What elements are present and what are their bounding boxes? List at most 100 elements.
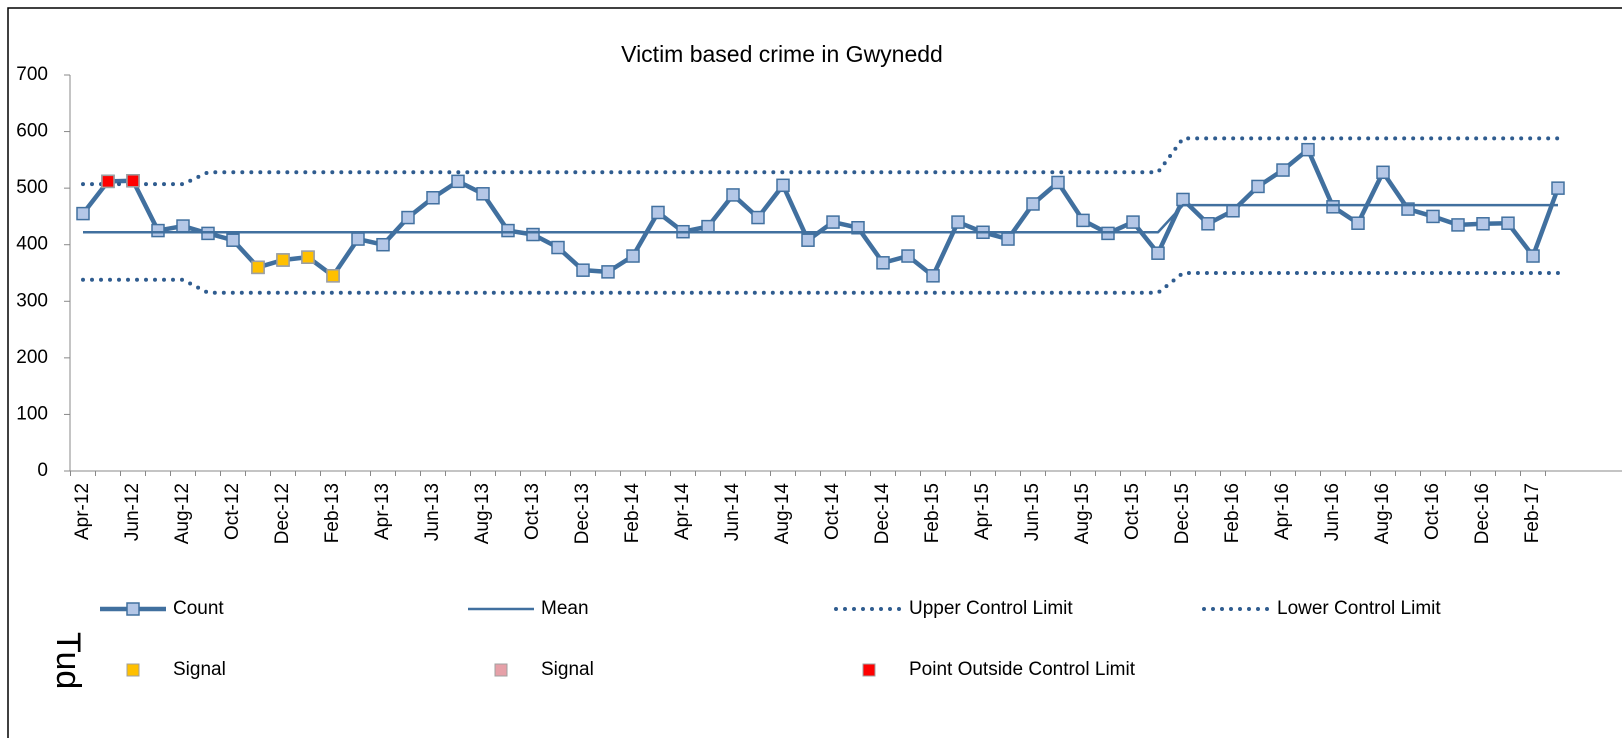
data-point <box>426 191 440 205</box>
x-tick-label: Dec-12 <box>272 483 293 544</box>
data-point <box>1076 213 1090 228</box>
x-tick-label: Apr-13 <box>372 483 393 540</box>
data-point <box>1301 142 1315 157</box>
x-tick-label: Aug-16 <box>1372 483 1393 544</box>
x-tick-label: Feb-15 <box>922 483 943 543</box>
data-point <box>176 219 190 233</box>
data-point <box>826 215 840 229</box>
x-tick-label: Dec-16 <box>1472 483 1493 544</box>
data-point <box>501 223 515 238</box>
x-tick-label: Aug-14 <box>772 483 793 545</box>
data-point <box>76 206 90 221</box>
data-point <box>576 263 590 277</box>
x-tick-label: Oct-14 <box>822 483 843 540</box>
y-tick-label: 100 <box>16 403 48 424</box>
x-tick-label: Apr-15 <box>972 483 993 540</box>
series-line <box>81 136 1560 187</box>
data-point <box>751 210 765 225</box>
x-tick-label: Feb-16 <box>1222 483 1243 543</box>
data-point <box>551 240 565 255</box>
x-tick-label: Dec-14 <box>872 483 893 545</box>
data-point <box>951 215 965 229</box>
data-point <box>151 223 165 238</box>
data-point <box>1201 217 1215 231</box>
data-point <box>326 269 340 283</box>
data-point <box>1001 232 1015 246</box>
legend-key-marker <box>126 602 140 616</box>
data-point <box>1426 209 1440 224</box>
data-point <box>126 174 140 188</box>
x-tick-label: Jun-14 <box>722 483 743 542</box>
series-line <box>81 271 1560 295</box>
legend-label: Signal <box>541 659 594 680</box>
data-point <box>601 265 615 279</box>
legend-label: Mean <box>541 598 589 619</box>
data-point <box>1151 246 1165 260</box>
x-tick-label: Feb-14 <box>622 483 643 544</box>
data-point <box>101 174 115 189</box>
data-point <box>226 233 240 247</box>
series-line <box>83 203 1558 234</box>
y-tick-label: 700 <box>16 64 48 85</box>
legend-label: Upper Control Limit <box>909 598 1073 619</box>
x-tick-label: Dec-13 <box>572 483 593 544</box>
data-point <box>1326 200 1340 214</box>
legend-label: Point Outside Control Limit <box>909 659 1136 680</box>
chart-border <box>7 7 1622 738</box>
x-tick-label: Oct-13 <box>522 483 543 540</box>
data-point <box>451 174 465 189</box>
data-point <box>651 205 665 220</box>
x-tick-label: Oct-15 <box>1122 483 1143 540</box>
legend-key <box>494 663 508 677</box>
data-point <box>1501 216 1515 230</box>
data-point <box>1226 204 1240 218</box>
y-tick-label: 200 <box>16 347 48 368</box>
chart-title: Victim based crime in Gwynedd <box>621 41 943 67</box>
legend-key <box>862 663 876 677</box>
x-tick-label: Oct-16 <box>1422 483 1443 540</box>
x-tick-label: Aug-15 <box>1072 483 1093 544</box>
data-point <box>301 250 315 264</box>
y-tick-label: 0 <box>37 460 48 481</box>
data-point <box>776 178 790 193</box>
data-point <box>1251 179 1265 194</box>
x-tick-label: Aug-13 <box>472 483 493 544</box>
data-point <box>476 187 490 201</box>
data-point <box>876 256 890 270</box>
data-point <box>376 237 390 252</box>
data-point <box>1176 192 1190 207</box>
data-point <box>1351 216 1365 230</box>
x-tick-label: Feb-17 <box>1522 483 1543 543</box>
x-tick-label: Jun-13 <box>422 483 443 541</box>
data-point <box>626 249 640 263</box>
data-point <box>1551 181 1565 195</box>
legend-key <box>126 663 140 677</box>
x-tick-label: Jun-16 <box>1322 483 1343 541</box>
data-point <box>701 219 715 234</box>
data-point <box>1276 163 1290 177</box>
x-tick-label: Jun-12 <box>122 483 143 541</box>
data-point <box>251 260 265 275</box>
data-point <box>351 232 365 246</box>
data-point <box>1051 175 1065 190</box>
y-tick-label: 300 <box>16 290 48 311</box>
y-tick-label: 400 <box>16 234 48 255</box>
data-point <box>726 188 740 202</box>
legend-label: Lower Control Limit <box>1277 598 1441 619</box>
legend-label: Signal <box>173 659 226 680</box>
data-point <box>276 253 290 267</box>
x-tick-label: Apr-16 <box>1272 483 1293 540</box>
x-tick-label: Dec-15 <box>1172 483 1193 544</box>
data-point <box>851 220 865 235</box>
data-point <box>1026 197 1040 211</box>
x-tick-label: Jun-15 <box>1022 483 1043 541</box>
data-point <box>1526 249 1540 263</box>
data-point <box>401 210 415 225</box>
x-tick-label: Apr-12 <box>72 483 93 540</box>
data-point <box>901 249 915 263</box>
data-point <box>1376 165 1390 180</box>
data-point <box>801 233 815 247</box>
data-point <box>926 269 940 283</box>
page-label: Tud <box>49 632 87 689</box>
